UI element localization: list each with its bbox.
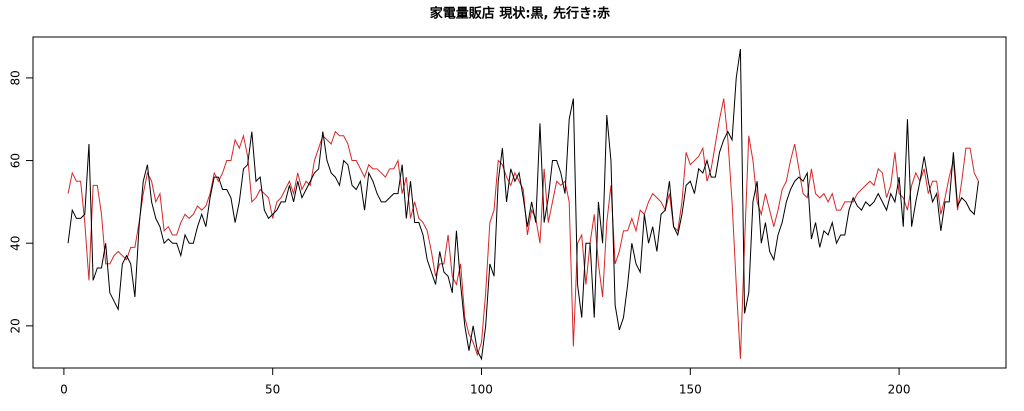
x-tick-label: 200 <box>888 383 911 397</box>
x-tick-label: 150 <box>679 383 702 397</box>
series-line <box>67 98 979 359</box>
x-tick-label: 50 <box>265 383 280 397</box>
x-tick-label: 0 <box>60 383 68 397</box>
y-tick-label: 60 <box>9 153 23 168</box>
chart-title: 家電量販店 現状:黒, 先行き:赤 <box>430 6 610 22</box>
x-tick-label: 100 <box>470 383 493 397</box>
y-tick-label: 40 <box>9 236 23 251</box>
series-line <box>67 48 979 361</box>
plot-frame <box>32 36 1007 369</box>
y-tick-label: 80 <box>9 70 23 85</box>
y-tick-label: 20 <box>9 318 23 333</box>
